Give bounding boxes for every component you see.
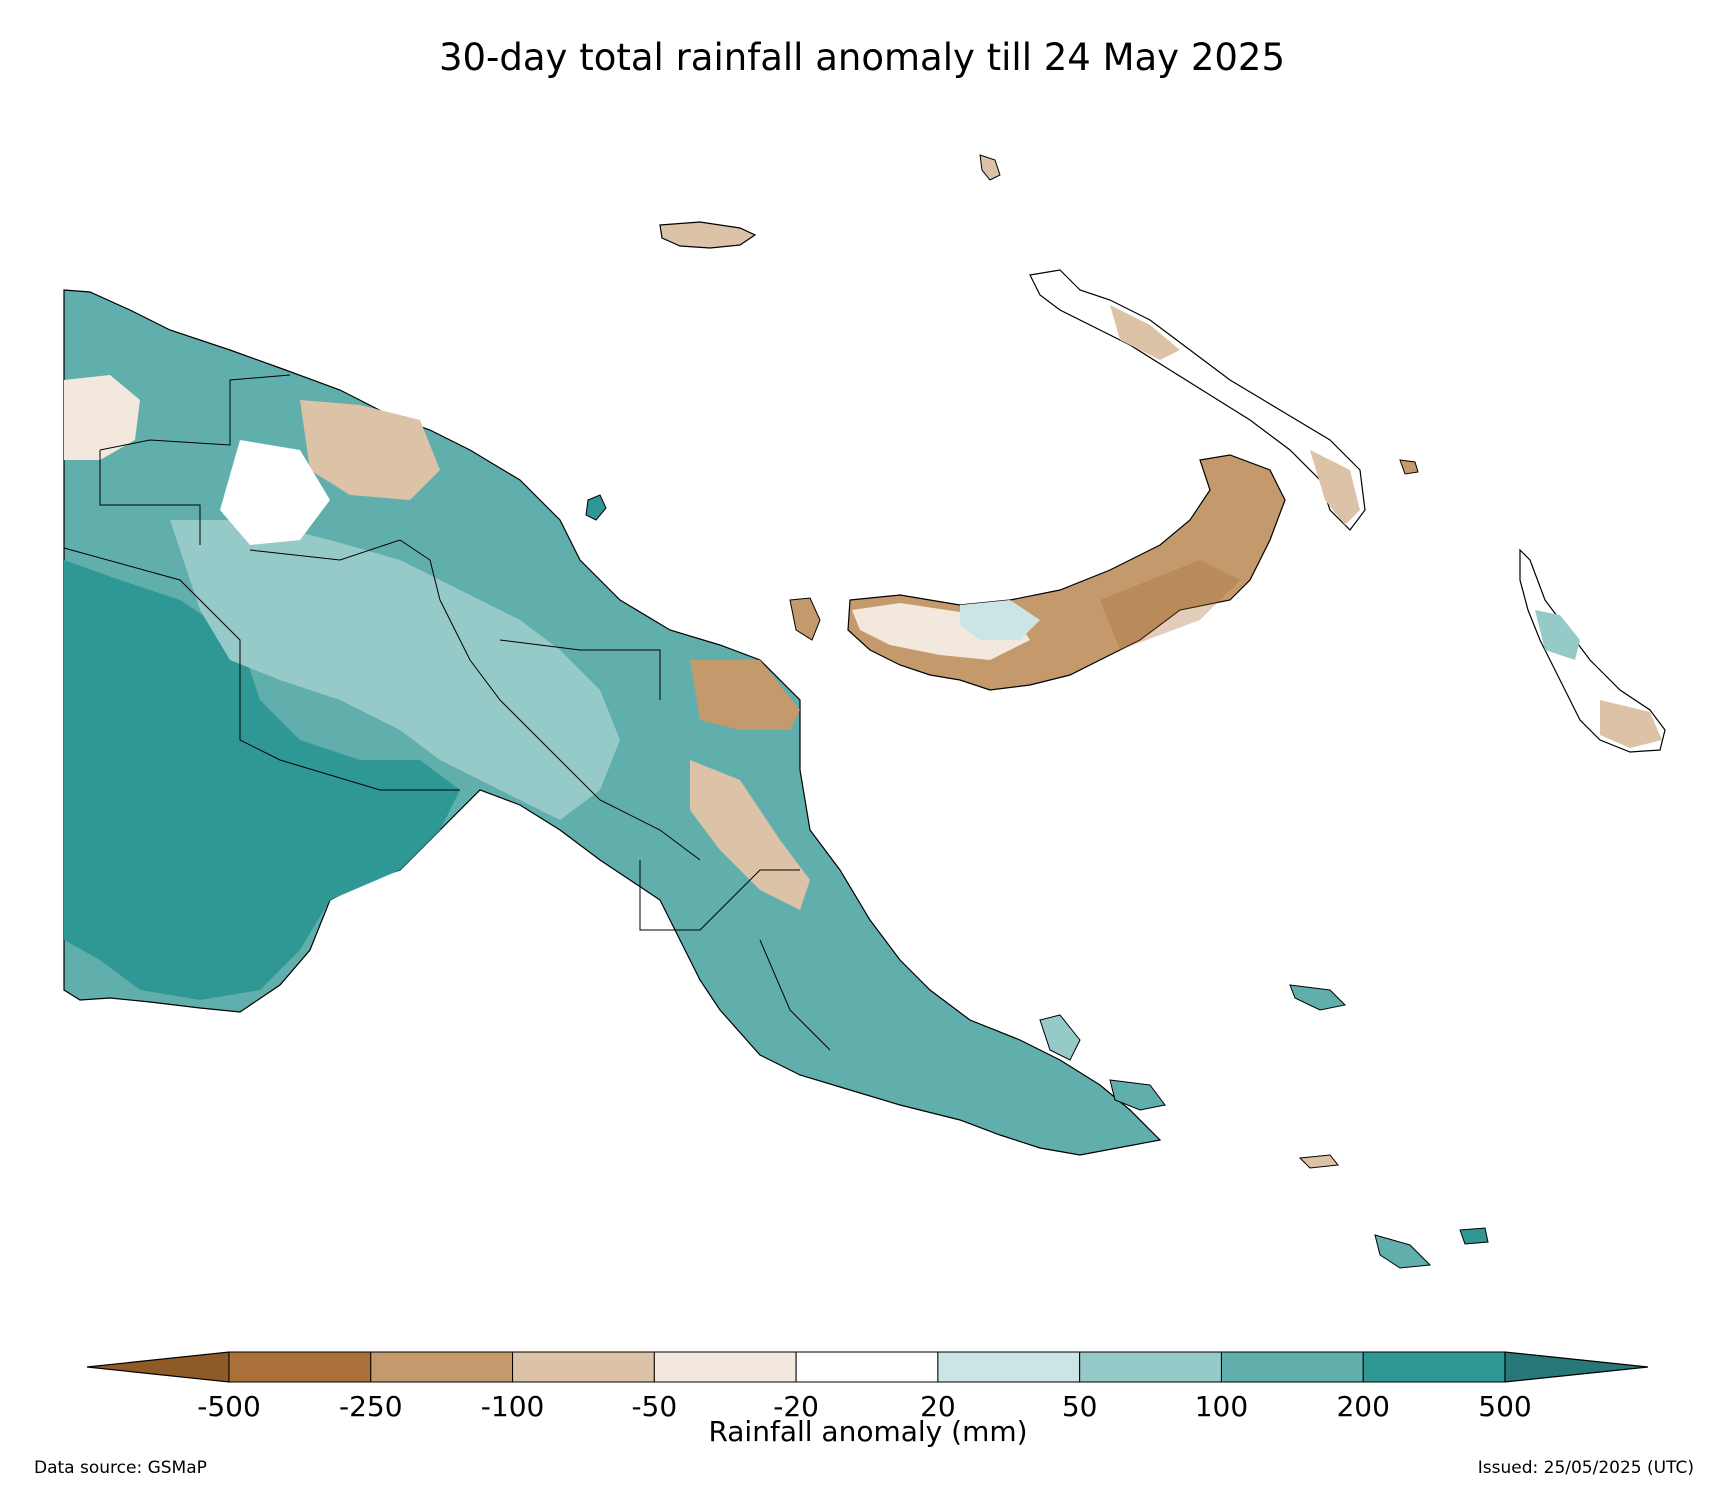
island bbox=[1459, 1227, 1489, 1245]
colorbar-bin bbox=[795, 1351, 939, 1383]
colorbar-tick-label: 20 bbox=[920, 1390, 956, 1423]
new-ireland-dry bbox=[1110, 305, 1180, 360]
mainland bbox=[63, 289, 1162, 1156]
colorbar-bin bbox=[228, 1351, 372, 1383]
colorbar-tick-label: -100 bbox=[481, 1390, 545, 1423]
boundary-line bbox=[99, 450, 201, 545]
island bbox=[789, 597, 821, 641]
new-britain bbox=[847, 454, 1286, 691]
colorbar-low-extend bbox=[86, 1351, 230, 1383]
colorbar-tick-label: 100 bbox=[1195, 1390, 1248, 1423]
colorbar-tick-label: 200 bbox=[1336, 1390, 1389, 1423]
northeast-coast-dry bbox=[690, 660, 800, 730]
colorbar-bin bbox=[653, 1351, 797, 1383]
colorbar-bin bbox=[937, 1351, 1081, 1383]
bougainville-teal bbox=[1535, 610, 1580, 660]
colorbar-tick-label: -20 bbox=[773, 1390, 819, 1423]
new-britain-west-teal bbox=[960, 600, 1040, 640]
colorbar-bin bbox=[1079, 1351, 1222, 1383]
southwest-wet-core bbox=[64, 560, 460, 1000]
colorbar-bin bbox=[370, 1351, 514, 1383]
east-coast-dry bbox=[690, 760, 810, 910]
issued-date-note: Issued: 25/05/2025 (UTC) bbox=[1477, 1458, 1694, 1478]
island bbox=[585, 494, 607, 521]
boundary-line bbox=[639, 860, 800, 931]
colorbar-tick-label: 50 bbox=[1062, 1390, 1098, 1423]
new-britain-east-dark bbox=[1100, 560, 1240, 650]
highlands-zone bbox=[170, 520, 620, 820]
island bbox=[1298, 1154, 1339, 1169]
colorbar-bin bbox=[1220, 1351, 1364, 1383]
island bbox=[1109, 1079, 1166, 1111]
new-ireland-south-dry bbox=[1310, 450, 1360, 525]
colorbar-tick-label: 500 bbox=[1478, 1390, 1531, 1423]
boundary-line bbox=[539, 739, 701, 861]
colorbar-tick-labels: -500 -250 -100 -50 -20 20 50 100 200 500 bbox=[197, 1390, 1532, 1423]
north-dry-patch bbox=[300, 400, 440, 500]
island bbox=[1399, 459, 1419, 475]
island bbox=[1289, 984, 1347, 1011]
boundary-line bbox=[249, 539, 441, 601]
bougainville bbox=[1519, 548, 1666, 753]
small-islands bbox=[585, 154, 1489, 1269]
boundary-line bbox=[63, 547, 460, 791]
colorbar-bins bbox=[86, 1351, 1649, 1383]
island bbox=[1374, 1234, 1432, 1269]
bougainville-dry bbox=[1600, 700, 1662, 748]
island bbox=[1039, 1014, 1081, 1061]
data-source-note: Data source: GSMaP bbox=[34, 1458, 207, 1478]
manus-island bbox=[659, 221, 757, 249]
colorbar-label: Rainfall anomaly (mm) bbox=[708, 1415, 1027, 1448]
map-title: 30-day total rainfall anomaly till 24 Ma… bbox=[438, 36, 1286, 79]
colorbar-bin bbox=[512, 1351, 655, 1383]
colorbar-bin bbox=[1362, 1351, 1506, 1383]
island bbox=[979, 154, 1001, 181]
colorbar-tick-label: -500 bbox=[197, 1390, 261, 1423]
boundary-line bbox=[99, 374, 291, 451]
new-ireland bbox=[1029, 269, 1366, 531]
boundary-line bbox=[499, 639, 661, 700]
colorbar-tick-label: -250 bbox=[339, 1390, 403, 1423]
north-white-band bbox=[220, 440, 330, 545]
boundary-line bbox=[759, 939, 831, 1051]
boundary-line bbox=[439, 599, 541, 741]
southeast-tail bbox=[820, 980, 1060, 1110]
colorbar-tick-label: -50 bbox=[631, 1390, 677, 1423]
province-boundaries bbox=[63, 374, 831, 1051]
colorbar-high-extend bbox=[1504, 1351, 1649, 1383]
west-dry-patch bbox=[64, 375, 140, 460]
